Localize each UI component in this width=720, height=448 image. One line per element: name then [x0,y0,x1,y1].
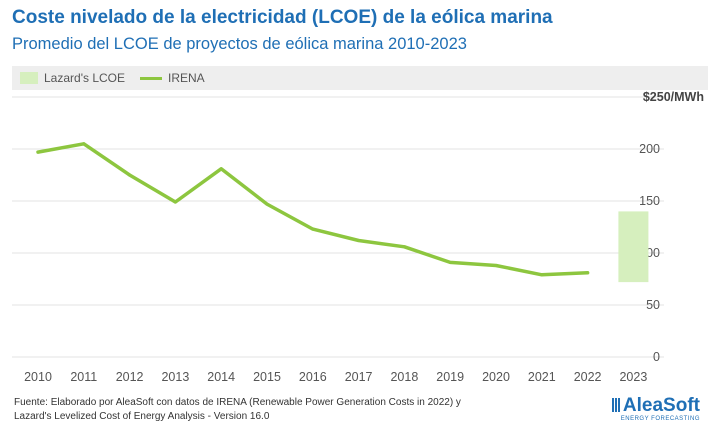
x-tick-label-2020: 2020 [482,370,510,384]
irena-point-2012 [128,173,132,177]
irena-point-2015 [265,202,269,206]
chart-title: Coste nivelado de la electricidad (LCOE)… [12,7,553,28]
irena-point-2020 [494,263,498,267]
irena-point-2019 [448,260,452,264]
x-tick-label-2023: 2023 [619,370,647,384]
irena-line [36,142,590,277]
irena-point-2014 [219,167,223,171]
irena-point-2016 [311,227,315,231]
legend-item-lazard[interactable]: Lazard's LCOE [20,66,125,90]
x-tick-label-2022: 2022 [574,370,602,384]
x-tick-label-2013: 2013 [161,370,189,384]
lazard-range-bar [618,211,649,283]
x-tick-label-2018: 2018 [390,370,418,384]
logo-bars-icon [611,398,620,412]
x-tick-label-2011: 2011 [70,370,97,384]
legend-swatch-lazard [20,72,38,84]
logo-text: AleaSoft [622,395,700,416]
x-tick-label-2015: 2015 [253,370,281,384]
legend-swatch-irena [140,76,162,80]
irena-point-2021 [540,273,544,277]
irena-point-2010 [36,150,40,154]
irena-point-2017 [357,239,361,243]
irena-point-2022 [586,271,590,275]
x-tick-label-2016: 2016 [299,370,327,384]
irena-point-2018 [402,245,406,249]
source-line-2: Lazard's Levelized Cost of Energy Analys… [14,411,270,422]
aleasoft-logo: AleaSoft ENERGY FORECASTING [611,395,700,422]
x-tick-label-2017: 2017 [345,370,373,384]
logo-tagline: ENERGY FORECASTING [620,416,700,422]
y-tick-label-0: 0 [653,350,660,364]
legend-item-irena[interactable]: IRENA [140,66,205,90]
source-note: Fuente: Elaborado por AleaSoft con datos… [14,396,461,424]
x-tick-label-2012: 2012 [116,370,144,384]
x-tick-label-2019: 2019 [436,370,464,384]
logo-name: AleaSoft [611,395,700,416]
x-tick-label-2010: 2010 [24,370,52,384]
x-tick-label-2014: 2014 [207,370,235,384]
legend-label-irena: IRENA [168,71,205,85]
legend: Lazard's LCOE IRENA [12,66,708,90]
y-tick-label-200: 200 [639,142,660,156]
y-tick-label-150: 150 [639,194,660,208]
source-line-1: Fuente: Elaborado por AleaSoft con datos… [14,397,461,408]
y-axis-unit-label: $250/MWh [643,90,704,104]
x-tick-label-2021: 2021 [528,370,556,384]
irena-point-2011 [82,142,86,146]
legend-label-lazard: Lazard's LCOE [44,71,125,85]
chart-subtitle: Promedio del LCOE de proyectos de eólica… [12,35,467,53]
irena-point-2013 [173,200,177,204]
y-tick-label-50: 50 [646,298,660,312]
